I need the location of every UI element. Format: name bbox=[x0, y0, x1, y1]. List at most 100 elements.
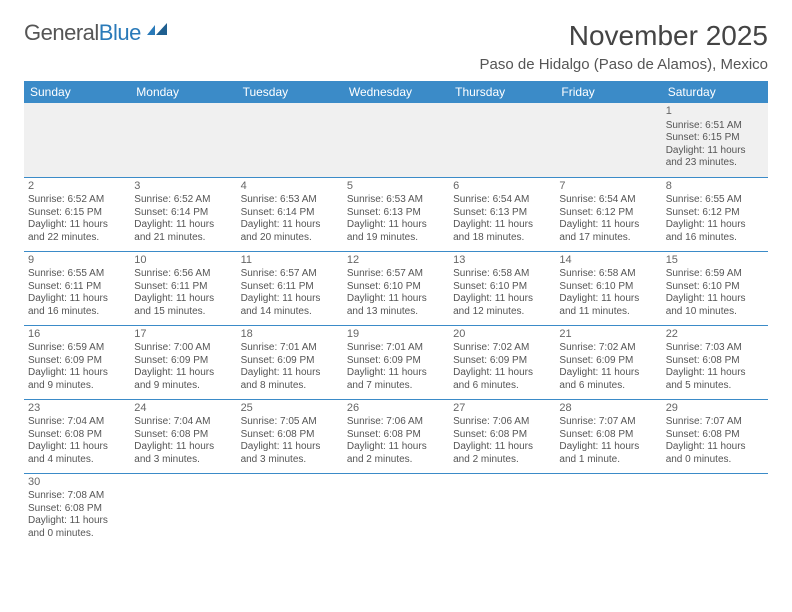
sunrise-text: Sunrise: 6:57 AM bbox=[347, 268, 445, 281]
calendar-cell: 1Sunrise: 6:51 AMSunset: 6:15 PMDaylight… bbox=[662, 103, 768, 177]
calendar-cell bbox=[130, 103, 236, 177]
day-number: 13 bbox=[453, 254, 551, 268]
daylight-text: Daylight: 11 hours and 22 minutes. bbox=[28, 219, 126, 244]
sunrise-text: Sunrise: 6:59 AM bbox=[666, 268, 764, 281]
title-block: November 2025 Paso de Hidalgo (Paso de A… bbox=[480, 20, 768, 73]
sunset-text: Sunset: 6:08 PM bbox=[28, 429, 126, 442]
sunset-text: Sunset: 6:11 PM bbox=[134, 281, 232, 294]
calendar-cell: 9Sunrise: 6:55 AMSunset: 6:11 PMDaylight… bbox=[24, 251, 130, 325]
sunrise-text: Sunrise: 6:57 AM bbox=[241, 268, 339, 281]
sunrise-text: Sunrise: 6:59 AM bbox=[28, 342, 126, 355]
logo-text-general: General bbox=[24, 20, 99, 45]
header: GeneralBlue November 2025 Paso de Hidalg… bbox=[24, 20, 768, 73]
sunrise-text: Sunrise: 6:54 AM bbox=[453, 194, 551, 207]
day-number: 17 bbox=[134, 328, 232, 342]
calendar-cell bbox=[555, 103, 661, 177]
calendar-cell bbox=[130, 473, 236, 547]
calendar-cell: 13Sunrise: 6:58 AMSunset: 6:10 PMDayligh… bbox=[449, 251, 555, 325]
logo-text-blue: Blue bbox=[99, 20, 141, 45]
day-number: 8 bbox=[666, 180, 764, 194]
weekday-header: Friday bbox=[555, 81, 661, 103]
sunset-text: Sunset: 6:10 PM bbox=[559, 281, 657, 294]
calendar-cell: 12Sunrise: 6:57 AMSunset: 6:10 PMDayligh… bbox=[343, 251, 449, 325]
sunrise-text: Sunrise: 7:06 AM bbox=[347, 416, 445, 429]
daylight-text: Daylight: 11 hours and 23 minutes. bbox=[666, 145, 764, 170]
calendar-cell bbox=[662, 473, 768, 547]
sunrise-text: Sunrise: 7:07 AM bbox=[559, 416, 657, 429]
daylight-text: Daylight: 11 hours and 13 minutes. bbox=[347, 293, 445, 318]
calendar-cell: 26Sunrise: 7:06 AMSunset: 6:08 PMDayligh… bbox=[343, 399, 449, 473]
sunset-text: Sunset: 6:08 PM bbox=[347, 429, 445, 442]
sunset-text: Sunset: 6:09 PM bbox=[453, 355, 551, 368]
day-number: 23 bbox=[28, 402, 126, 416]
weekday-header: Wednesday bbox=[343, 81, 449, 103]
day-number: 1 bbox=[666, 105, 764, 119]
sunrise-text: Sunrise: 6:52 AM bbox=[134, 194, 232, 207]
sunrise-text: Sunrise: 7:07 AM bbox=[666, 416, 764, 429]
daylight-text: Daylight: 11 hours and 4 minutes. bbox=[28, 441, 126, 466]
daylight-text: Daylight: 11 hours and 9 minutes. bbox=[134, 367, 232, 392]
sunrise-text: Sunrise: 7:01 AM bbox=[241, 342, 339, 355]
daylight-text: Daylight: 11 hours and 14 minutes. bbox=[241, 293, 339, 318]
sunset-text: Sunset: 6:08 PM bbox=[453, 429, 551, 442]
day-number: 25 bbox=[241, 402, 339, 416]
sunset-text: Sunset: 6:08 PM bbox=[666, 355, 764, 368]
sunrise-text: Sunrise: 7:05 AM bbox=[241, 416, 339, 429]
sunrise-text: Sunrise: 7:03 AM bbox=[666, 342, 764, 355]
calendar-cell: 5Sunrise: 6:53 AMSunset: 6:13 PMDaylight… bbox=[343, 177, 449, 251]
sunrise-text: Sunrise: 6:56 AM bbox=[134, 268, 232, 281]
day-number: 12 bbox=[347, 254, 445, 268]
calendar-cell bbox=[237, 473, 343, 547]
calendar-cell: 11Sunrise: 6:57 AMSunset: 6:11 PMDayligh… bbox=[237, 251, 343, 325]
sunset-text: Sunset: 6:11 PM bbox=[241, 281, 339, 294]
sunrise-text: Sunrise: 7:02 AM bbox=[559, 342, 657, 355]
calendar-cell: 29Sunrise: 7:07 AMSunset: 6:08 PMDayligh… bbox=[662, 399, 768, 473]
calendar-cell: 19Sunrise: 7:01 AMSunset: 6:09 PMDayligh… bbox=[343, 325, 449, 399]
sunset-text: Sunset: 6:15 PM bbox=[666, 132, 764, 145]
calendar-table: Sunday Monday Tuesday Wednesday Thursday… bbox=[24, 81, 768, 547]
daylight-text: Daylight: 11 hours and 3 minutes. bbox=[241, 441, 339, 466]
sunset-text: Sunset: 6:14 PM bbox=[134, 207, 232, 220]
daylight-text: Daylight: 11 hours and 12 minutes. bbox=[453, 293, 551, 318]
sunrise-text: Sunrise: 7:04 AM bbox=[28, 416, 126, 429]
sunset-text: Sunset: 6:15 PM bbox=[28, 207, 126, 220]
sunset-text: Sunset: 6:10 PM bbox=[347, 281, 445, 294]
month-title: November 2025 bbox=[480, 20, 768, 52]
calendar-cell: 7Sunrise: 6:54 AMSunset: 6:12 PMDaylight… bbox=[555, 177, 661, 251]
calendar-cell: 3Sunrise: 6:52 AMSunset: 6:14 PMDaylight… bbox=[130, 177, 236, 251]
daylight-text: Daylight: 11 hours and 11 minutes. bbox=[559, 293, 657, 318]
day-number: 24 bbox=[134, 402, 232, 416]
daylight-text: Daylight: 11 hours and 15 minutes. bbox=[134, 293, 232, 318]
daylight-text: Daylight: 11 hours and 20 minutes. bbox=[241, 219, 339, 244]
calendar-cell: 22Sunrise: 7:03 AMSunset: 6:08 PMDayligh… bbox=[662, 325, 768, 399]
day-number: 28 bbox=[559, 402, 657, 416]
calendar-cell bbox=[449, 473, 555, 547]
day-number: 20 bbox=[453, 328, 551, 342]
sunset-text: Sunset: 6:09 PM bbox=[134, 355, 232, 368]
calendar-cell: 21Sunrise: 7:02 AMSunset: 6:09 PMDayligh… bbox=[555, 325, 661, 399]
weekday-header: Saturday bbox=[662, 81, 768, 103]
sunrise-text: Sunrise: 7:00 AM bbox=[134, 342, 232, 355]
day-number: 11 bbox=[241, 254, 339, 268]
daylight-text: Daylight: 11 hours and 10 minutes. bbox=[666, 293, 764, 318]
sunrise-text: Sunrise: 6:52 AM bbox=[28, 194, 126, 207]
daylight-text: Daylight: 11 hours and 2 minutes. bbox=[453, 441, 551, 466]
sunset-text: Sunset: 6:08 PM bbox=[134, 429, 232, 442]
sunset-text: Sunset: 6:14 PM bbox=[241, 207, 339, 220]
sunrise-text: Sunrise: 6:58 AM bbox=[559, 268, 657, 281]
calendar-cell: 25Sunrise: 7:05 AMSunset: 6:08 PMDayligh… bbox=[237, 399, 343, 473]
calendar-week-row: 16Sunrise: 6:59 AMSunset: 6:09 PMDayligh… bbox=[24, 325, 768, 399]
flag-icon bbox=[147, 23, 173, 44]
weekday-header: Monday bbox=[130, 81, 236, 103]
day-number: 4 bbox=[241, 180, 339, 194]
calendar-week-row: 30Sunrise: 7:08 AMSunset: 6:08 PMDayligh… bbox=[24, 473, 768, 547]
sunset-text: Sunset: 6:13 PM bbox=[453, 207, 551, 220]
sunrise-text: Sunrise: 6:51 AM bbox=[666, 120, 764, 133]
daylight-text: Daylight: 11 hours and 7 minutes. bbox=[347, 367, 445, 392]
day-number: 5 bbox=[347, 180, 445, 194]
sunrise-text: Sunrise: 7:08 AM bbox=[28, 490, 126, 503]
sunrise-text: Sunrise: 7:01 AM bbox=[347, 342, 445, 355]
calendar-cell: 18Sunrise: 7:01 AMSunset: 6:09 PMDayligh… bbox=[237, 325, 343, 399]
sunset-text: Sunset: 6:08 PM bbox=[241, 429, 339, 442]
sunset-text: Sunset: 6:10 PM bbox=[453, 281, 551, 294]
